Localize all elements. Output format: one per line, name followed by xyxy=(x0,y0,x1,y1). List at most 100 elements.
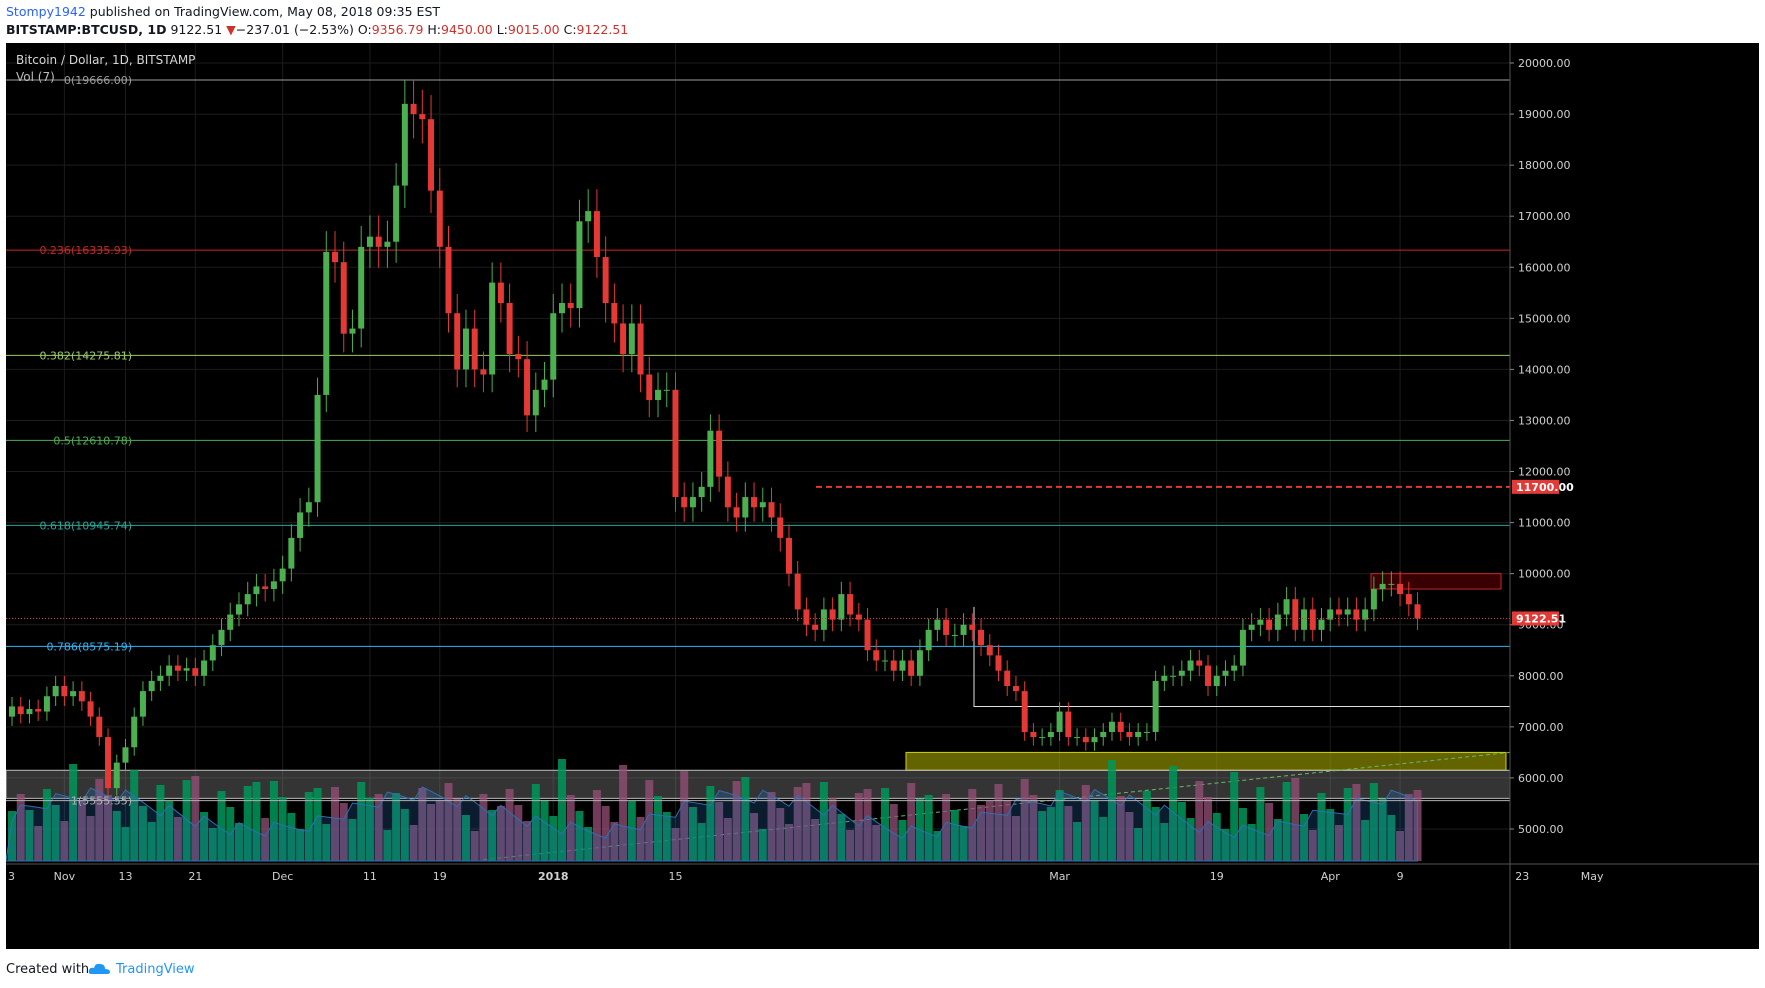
volume-bar xyxy=(802,783,811,861)
volume-bar xyxy=(557,759,566,861)
candle xyxy=(253,586,260,595)
candle xyxy=(174,665,181,671)
candle xyxy=(148,680,155,692)
volume-bar xyxy=(191,776,200,861)
candle xyxy=(698,486,705,498)
candle xyxy=(1379,583,1386,589)
publish-line: Stompy1942 published on TradingView.com,… xyxy=(6,4,440,19)
candle xyxy=(358,246,365,329)
volume-bar xyxy=(208,828,217,861)
volume-bar xyxy=(243,786,252,861)
volume-bar xyxy=(1352,784,1361,861)
volume-bar xyxy=(69,764,78,861)
candle xyxy=(1091,737,1098,743)
volume-bar xyxy=(8,811,16,861)
volume-bar xyxy=(1151,807,1160,861)
candle xyxy=(52,686,59,697)
candle xyxy=(716,430,723,477)
candle xyxy=(1309,609,1316,630)
volume-bar xyxy=(907,783,916,861)
volume-bar xyxy=(339,803,348,861)
volume-bar xyxy=(1142,791,1151,861)
candle xyxy=(340,262,347,334)
volume-bar xyxy=(1343,788,1352,861)
candle xyxy=(620,323,627,355)
volume-bar xyxy=(1212,813,1221,861)
candle xyxy=(1161,675,1168,681)
x-tick-label: 3 xyxy=(8,870,15,883)
tradingview-link[interactable]: TradingView xyxy=(116,962,195,977)
candle xyxy=(1205,665,1212,687)
candle xyxy=(1170,675,1177,677)
candle xyxy=(244,594,251,605)
volume-bar xyxy=(234,823,243,861)
candle xyxy=(192,668,199,676)
price-tag-label: 9122.51 xyxy=(1516,612,1566,625)
chart-title: Bitcoin / Dollar, 1D, BITSTAMP xyxy=(16,53,196,67)
y-tick-label: 16000.00 xyxy=(1518,261,1571,274)
x-tick-label: 19 xyxy=(1210,870,1224,883)
candle xyxy=(899,660,906,671)
volume-bar xyxy=(182,780,191,861)
high-label: H: xyxy=(427,22,442,37)
fib-level-label: 0.5(12610.78) xyxy=(53,434,132,447)
volume-bar xyxy=(636,817,645,861)
volume-bar xyxy=(453,799,462,861)
volume-bar xyxy=(95,779,104,861)
candle xyxy=(541,379,548,390)
chart-area[interactable]: 0(19666.00) 0.236(16335.93) 0.382(14275.81… xyxy=(6,43,1759,949)
candle xyxy=(628,323,635,355)
candle xyxy=(323,251,330,395)
volume-bar xyxy=(776,808,785,861)
volume-bar xyxy=(592,790,601,861)
volume-bar xyxy=(942,794,951,861)
volume-bar xyxy=(645,780,654,861)
volume-bar xyxy=(374,794,383,861)
volume-bar xyxy=(261,818,270,861)
volume-bar xyxy=(1238,808,1247,861)
volume-bar xyxy=(1256,787,1265,861)
candle xyxy=(506,303,513,355)
price-chart[interactable]: 0(19666.00) 0.236(16335.93) 0.382(14275.81… xyxy=(6,43,1759,949)
x-tick-label: 15 xyxy=(668,870,682,883)
candle xyxy=(812,624,819,630)
volume-bar xyxy=(400,809,409,861)
price-axis xyxy=(1510,43,1759,949)
chart-header: Stompy1942 published on TradingView.com,… xyxy=(0,0,1765,42)
x-tick-label: 9 xyxy=(1397,870,1404,883)
fib-level-label: 0.236(16335.93) xyxy=(39,244,132,257)
volume-bar xyxy=(505,789,514,861)
volume-indicator-label[interactable]: Vol (7) xyxy=(16,70,55,84)
volume-bar xyxy=(200,812,209,861)
author-link[interactable]: Stompy1942 xyxy=(6,4,86,19)
range-box-outline xyxy=(973,606,1510,707)
volume-bar xyxy=(427,804,436,861)
volume-bar xyxy=(313,788,322,861)
candle xyxy=(777,517,784,538)
candle xyxy=(384,241,391,247)
y-tick-label: 11000.00 xyxy=(1518,517,1571,530)
price-tag xyxy=(1512,611,1559,626)
price-tag-label: 11700.00 xyxy=(1516,481,1574,494)
volume-bar xyxy=(60,821,69,861)
volume-bar xyxy=(488,810,497,861)
volume-bar xyxy=(662,812,671,861)
candle xyxy=(1074,737,1081,739)
published-text: published on TradingView.com, May 08, 20… xyxy=(89,4,441,19)
volume-bar xyxy=(531,784,540,861)
x-tick-label: 23 xyxy=(1515,870,1529,883)
candle xyxy=(1414,604,1421,619)
candle xyxy=(1135,731,1142,738)
candle xyxy=(1065,711,1072,738)
candle xyxy=(689,497,696,508)
candle xyxy=(681,497,688,508)
volume-bar xyxy=(959,826,968,861)
fib-level-label: 0.786(8575.19) xyxy=(46,640,132,653)
candle xyxy=(995,655,1002,671)
tradingview-cloud-icon xyxy=(88,963,110,974)
candle xyxy=(803,609,810,625)
candle xyxy=(1196,660,1203,666)
candle xyxy=(445,246,452,314)
candle xyxy=(454,313,461,370)
candle xyxy=(1283,599,1290,615)
